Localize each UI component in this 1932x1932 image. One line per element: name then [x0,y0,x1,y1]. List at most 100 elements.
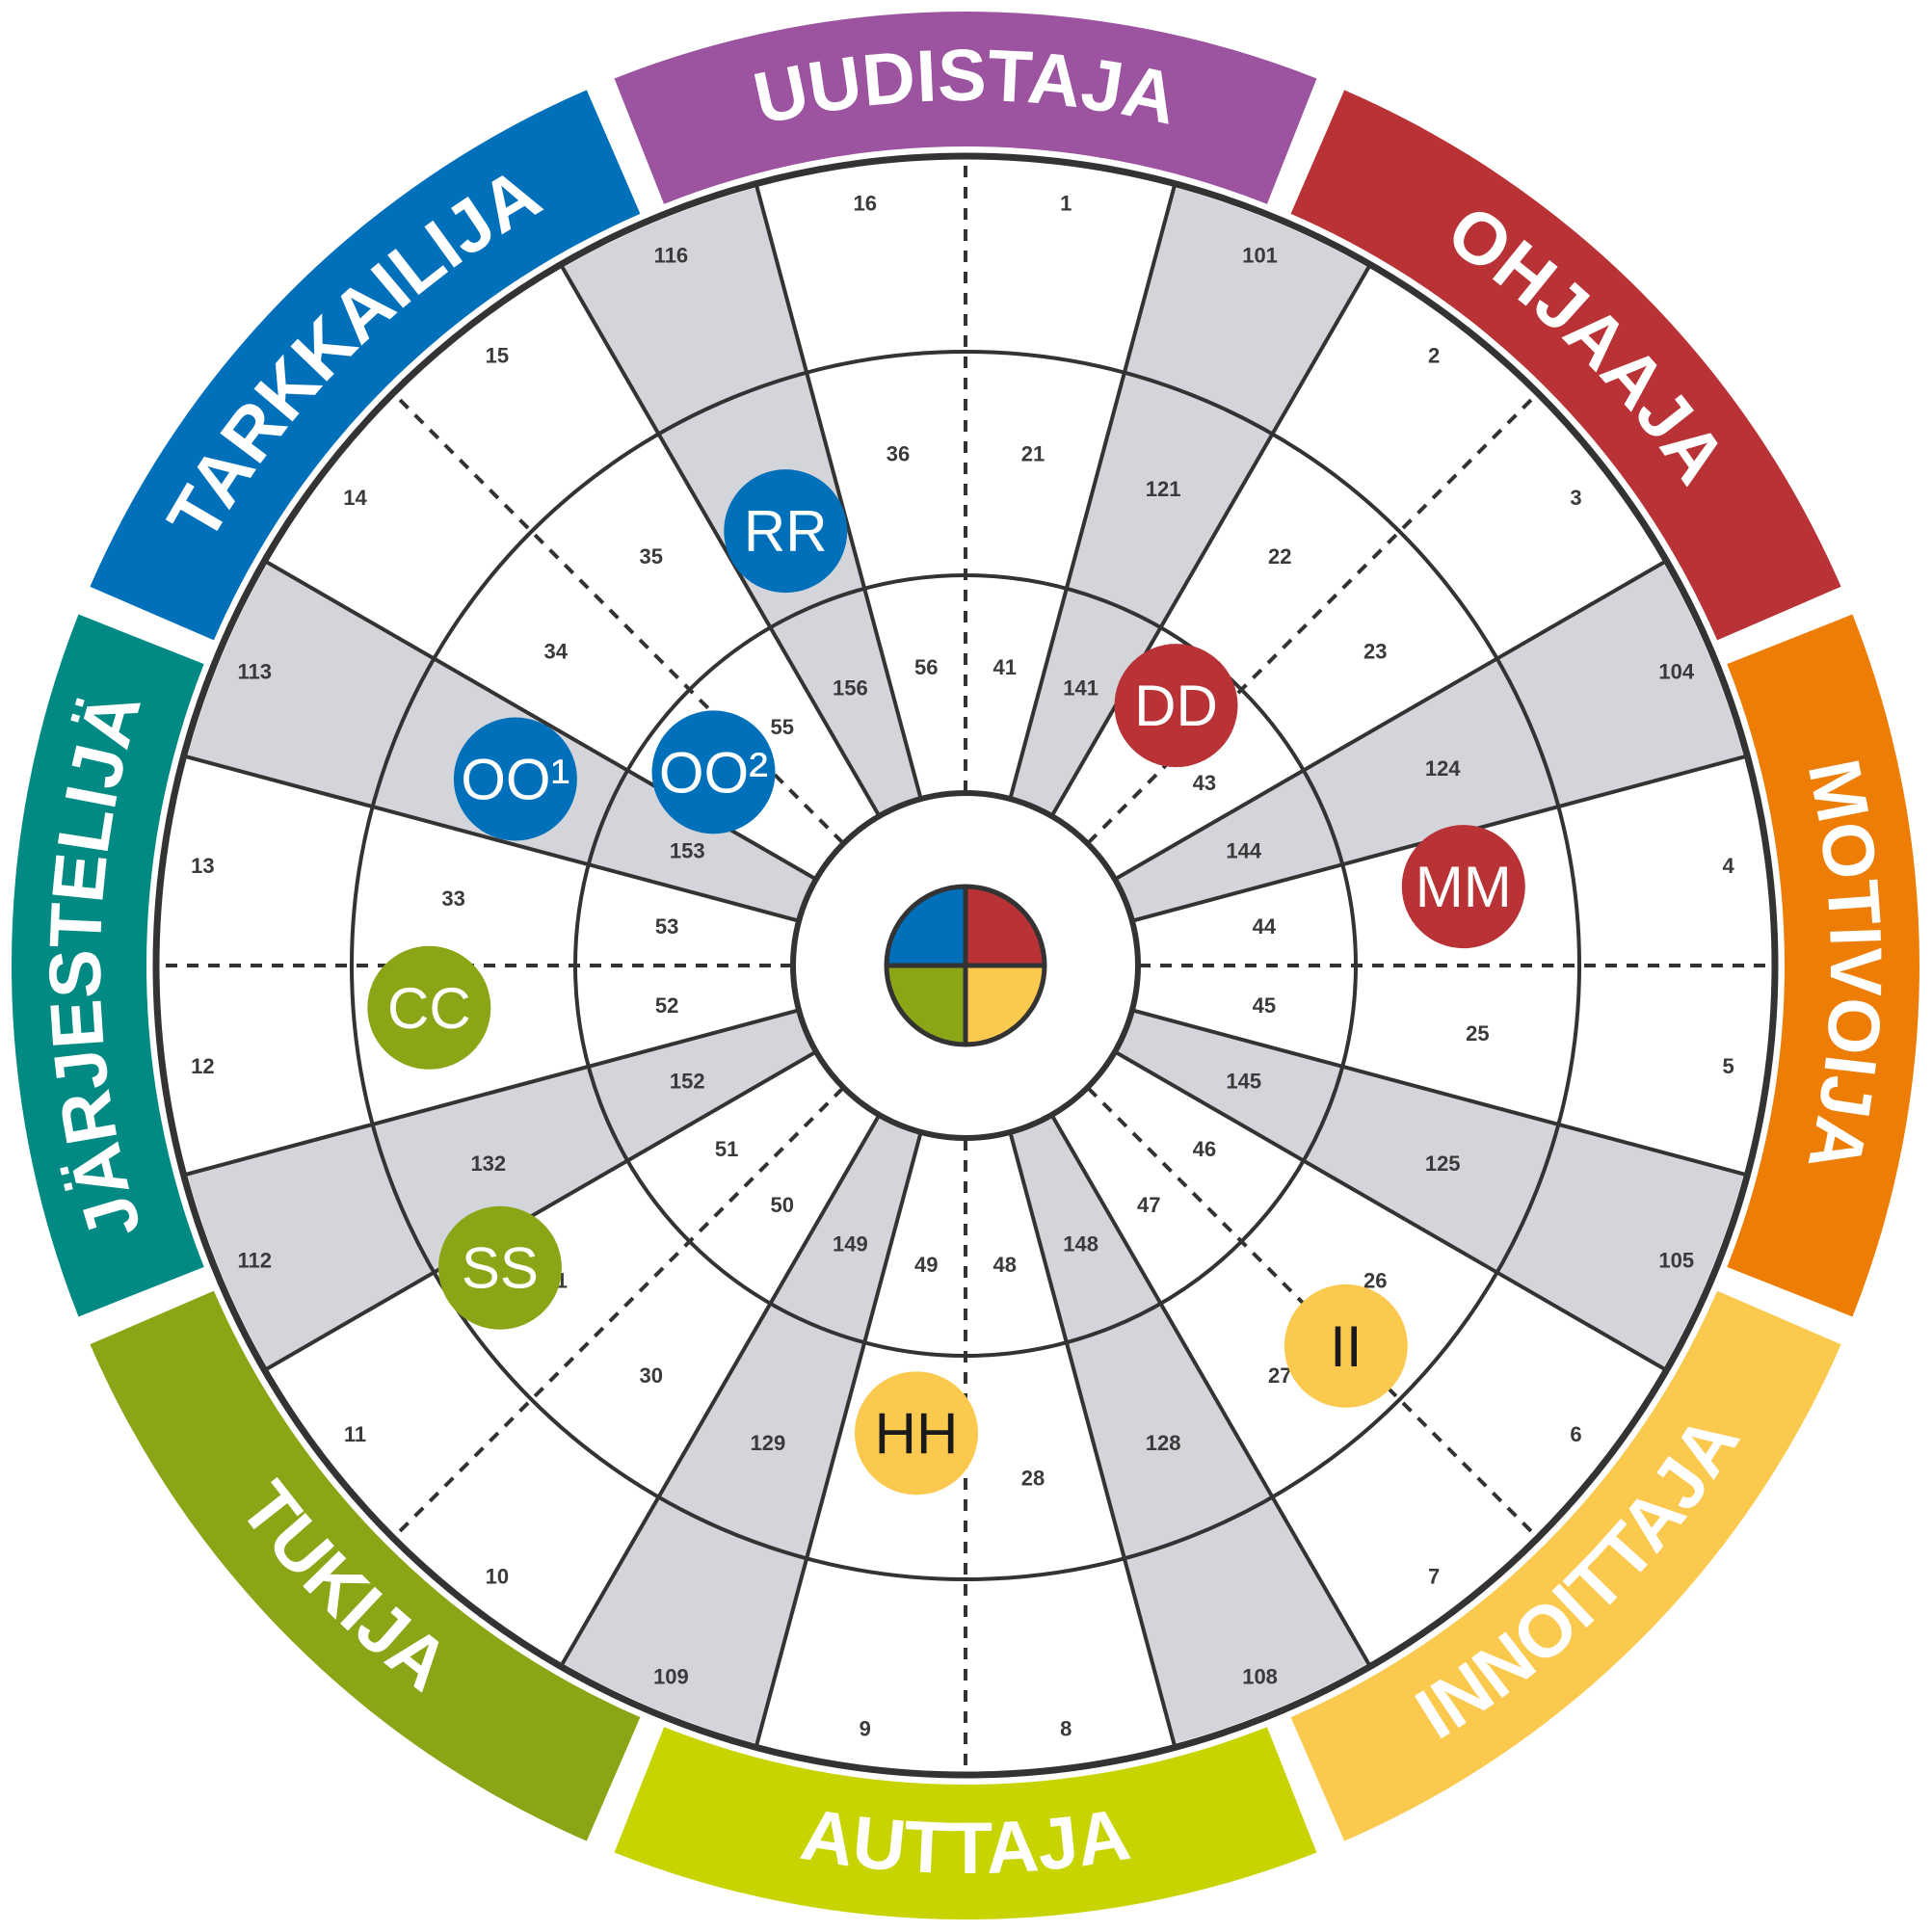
grey-wedge [986,1034,1368,1744]
sector-number: 148 [1063,1232,1098,1257]
sector-number: 104 [1658,659,1694,683]
sector-number: 35 [639,544,662,569]
sector-number: 47 [1137,1193,1160,1217]
sector-number: 11 [344,1422,366,1446]
marker-label: RR [744,499,828,564]
sector-number: 41 [993,655,1017,679]
sector-number: 101 [1242,243,1278,267]
spoke-solid [1050,266,1371,817]
grey-wedge [187,986,897,1368]
marker-label: OO¹ [461,748,569,812]
sector-number: 27 [1268,1363,1291,1388]
marker-mm: MM [1401,825,1525,949]
sector-number: 149 [833,1232,868,1257]
segment-innoittaja [1290,1290,1841,1841]
marker-label: HH [875,1401,959,1466]
spoke-solid [186,754,799,923]
spoke-solid [266,1050,817,1371]
grey-wedge [986,187,1368,897]
spoke-solid [1114,1050,1665,1371]
spoke-solid [754,186,923,799]
sector-number: 132 [470,1151,506,1176]
marker-label: DD [1134,674,1218,738]
marker-label: II [1330,1314,1362,1379]
sector-number: 21 [1021,442,1045,466]
sector-number: 2 [1428,344,1440,368]
sector-number: 36 [887,442,910,466]
sector-number: 113 [238,659,273,683]
marker-label: CC [387,976,471,1041]
spoke-solid [1114,560,1665,881]
sector-number: 49 [914,1253,938,1277]
sector-number: 22 [1268,544,1291,569]
sector-number: 52 [655,993,678,1018]
spoke-solid [1132,1008,1745,1177]
marker-oo2: OO² [651,710,776,834]
sector-number: 5 [1723,1054,1734,1078]
sector-number: 1 [1060,191,1072,215]
center-quadrant [887,887,966,966]
ring-1 [350,350,1581,1581]
sector-number: 128 [1146,1431,1181,1455]
sector-number: 6 [1570,1422,1581,1446]
profile-markers: RR OO¹ OO² DD MM CC SS II HH [367,469,1525,1495]
sector-number: 144 [1226,838,1261,862]
sector-number: 53 [655,914,678,939]
sector-number: 16 [854,191,877,215]
center-quadrant [966,887,1045,966]
sector-number: 33 [441,887,464,911]
grey-wedge [1034,986,1744,1368]
center-quadrant [887,966,966,1045]
sector-number: 25 [1466,1021,1489,1045]
sector-number: 9 [860,1717,871,1741]
sector-number: 3 [1570,486,1581,510]
marker-cc: CC [367,945,491,1070]
sector-number: 12 [191,1054,214,1078]
marker-rr: RR [724,469,848,594]
center-emblem [884,884,1047,1047]
segment-tarkkailija [90,90,641,641]
segment-jarjestelija [11,614,204,1317]
spoke-solid [1008,1132,1177,1745]
sector-number: 125 [1425,1151,1461,1176]
sector-number: 30 [639,1363,662,1388]
sector-number: 55 [771,715,794,739]
marker-label: SS [462,1236,539,1301]
marker-hh: HH [854,1371,978,1495]
segment-label-auttaja: AUTTAJA [796,1793,1136,1890]
sector-number: 121 [1146,477,1181,501]
role-segments: UUDISTAJAOHJAAJAMOTIVOIJAINNOITTAJAAUTTA… [11,12,1920,1920]
sector-number: 10 [486,1564,509,1588]
sector-number: 105 [1658,1249,1694,1273]
sector-number: 56 [914,655,938,679]
spoke-solid [560,1114,881,1665]
sector-number: 112 [238,1249,273,1273]
marker-dd: DD [1114,644,1238,768]
sector-number: 34 [544,640,569,664]
sector-number: 152 [670,1070,705,1094]
sector-number: 129 [751,1431,786,1455]
marker-label: MM [1416,855,1512,919]
sector-number: 45 [1253,993,1276,1018]
segment-ohjaaja [1290,90,1841,641]
sector-number: 141 [1063,675,1098,700]
segment-tukija [90,1290,641,1841]
sector-number: 46 [1193,1137,1216,1161]
sector-number: 8 [1060,1717,1072,1741]
sector-numbers: 1101231044510567108891091011112121311314… [191,191,1734,1740]
sector-number: 23 [1363,640,1387,664]
sector-number: 145 [1226,1070,1261,1094]
segment-uudistaja [614,12,1317,204]
sector-number: 156 [833,675,868,700]
sector-number: 43 [1193,771,1216,795]
sector-number: 109 [653,1665,689,1689]
marker-oo1: OO¹ [453,717,577,841]
grey-wedge [563,1034,945,1744]
sector-number: 4 [1723,854,1735,878]
sector-number: 15 [486,344,509,368]
sector-number: 7 [1428,1564,1440,1588]
sector-number: 48 [993,1253,1017,1277]
marker-label: OO² [659,740,768,805]
sector-number: 13 [191,854,214,878]
sector-number: 14 [343,486,367,510]
